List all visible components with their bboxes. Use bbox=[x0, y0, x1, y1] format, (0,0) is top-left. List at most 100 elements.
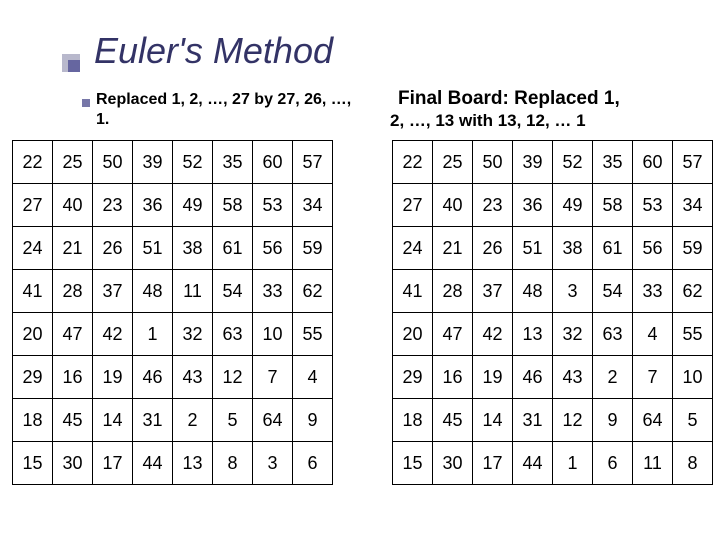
table-cell: 53 bbox=[633, 184, 673, 227]
table-cell: 50 bbox=[93, 141, 133, 184]
table-cell: 30 bbox=[53, 442, 93, 485]
table-cell: 6 bbox=[293, 442, 333, 485]
table-cell: 59 bbox=[293, 227, 333, 270]
table-cell: 26 bbox=[93, 227, 133, 270]
table-cell: 15 bbox=[13, 442, 53, 485]
table-row: 1530174416118 bbox=[393, 442, 713, 485]
table-cell: 34 bbox=[673, 184, 713, 227]
table-cell: 14 bbox=[473, 399, 513, 442]
table-cell: 9 bbox=[593, 399, 633, 442]
table-cell: 52 bbox=[553, 141, 593, 184]
table-cell: 36 bbox=[513, 184, 553, 227]
table-cell: 43 bbox=[553, 356, 593, 399]
table-right: 2225503952356057274023364958533424212651… bbox=[392, 140, 713, 485]
table-cell: 23 bbox=[473, 184, 513, 227]
table-cell: 7 bbox=[253, 356, 293, 399]
table-cell: 14 bbox=[93, 399, 133, 442]
table-cell: 3 bbox=[253, 442, 293, 485]
table-cell: 47 bbox=[53, 313, 93, 356]
table-cell: 38 bbox=[173, 227, 213, 270]
table-cell: 52 bbox=[173, 141, 213, 184]
table-cell: 44 bbox=[513, 442, 553, 485]
table-cell: 5 bbox=[213, 399, 253, 442]
table-cell: 19 bbox=[93, 356, 133, 399]
table-cell: 35 bbox=[593, 141, 633, 184]
table-cell: 21 bbox=[53, 227, 93, 270]
table-cell: 55 bbox=[293, 313, 333, 356]
table-cell: 63 bbox=[213, 313, 253, 356]
table-left: 2225503952356057274023364958533424212651… bbox=[12, 140, 333, 485]
table-cell: 3 bbox=[553, 270, 593, 313]
table-cell: 64 bbox=[253, 399, 293, 442]
table-row: 2225503952356057 bbox=[13, 141, 333, 184]
table-cell: 39 bbox=[513, 141, 553, 184]
table-cell: 32 bbox=[553, 313, 593, 356]
table-cell: 22 bbox=[393, 141, 433, 184]
table-cell: 18 bbox=[393, 399, 433, 442]
table-cell: 34 bbox=[293, 184, 333, 227]
table-right-wrap: 2225503952356057274023364958533424212651… bbox=[392, 140, 713, 485]
table-cell: 61 bbox=[593, 227, 633, 270]
table-cell: 20 bbox=[13, 313, 53, 356]
subtitle-bullet bbox=[82, 99, 90, 107]
table-cell: 33 bbox=[253, 270, 293, 313]
table-cell: 11 bbox=[173, 270, 213, 313]
table-cell: 18 bbox=[13, 399, 53, 442]
table-cell: 36 bbox=[133, 184, 173, 227]
table-cell: 28 bbox=[53, 270, 93, 313]
table-cell: 31 bbox=[513, 399, 553, 442]
table-cell: 38 bbox=[553, 227, 593, 270]
table-cell: 53 bbox=[253, 184, 293, 227]
table-cell: 8 bbox=[213, 442, 253, 485]
table-cell: 32 bbox=[173, 313, 213, 356]
table-row: 2740233649585334 bbox=[13, 184, 333, 227]
table-row: 18451431129645 bbox=[393, 399, 713, 442]
subtitle-left: Replaced 1, 2, …, 27 by 27, 26, …, 1. bbox=[96, 90, 356, 130]
table-cell: 6 bbox=[593, 442, 633, 485]
table-cell: 1 bbox=[553, 442, 593, 485]
table-cell: 60 bbox=[633, 141, 673, 184]
table-cell: 25 bbox=[53, 141, 93, 184]
table-cell: 43 bbox=[173, 356, 213, 399]
table-row: 1530174413836 bbox=[13, 442, 333, 485]
table-cell: 10 bbox=[253, 313, 293, 356]
table-cell: 41 bbox=[393, 270, 433, 313]
table-row: 412837483543362 bbox=[393, 270, 713, 313]
table-cell: 15 bbox=[393, 442, 433, 485]
table-cell: 4 bbox=[293, 356, 333, 399]
table-cell: 33 bbox=[633, 270, 673, 313]
table-cell: 56 bbox=[253, 227, 293, 270]
table-cell: 58 bbox=[213, 184, 253, 227]
table-cell: 48 bbox=[133, 270, 173, 313]
table-cell: 11 bbox=[633, 442, 673, 485]
table-cell: 56 bbox=[633, 227, 673, 270]
table-cell: 29 bbox=[393, 356, 433, 399]
table-cell: 25 bbox=[433, 141, 473, 184]
subtitle-right: Final Board: Replaced 1, 2, …, 13 with 1… bbox=[398, 88, 708, 131]
table-cell: 57 bbox=[673, 141, 713, 184]
table-row: 4128374811543362 bbox=[13, 270, 333, 313]
table-cell: 54 bbox=[593, 270, 633, 313]
table-cell: 64 bbox=[633, 399, 673, 442]
table-cell: 20 bbox=[393, 313, 433, 356]
table-cell: 5 bbox=[673, 399, 713, 442]
table-cell: 30 bbox=[433, 442, 473, 485]
table-cell: 46 bbox=[133, 356, 173, 399]
table-cell: 45 bbox=[53, 399, 93, 442]
table-cell: 17 bbox=[473, 442, 513, 485]
table-cell: 62 bbox=[673, 270, 713, 313]
table-cell: 49 bbox=[173, 184, 213, 227]
table-cell: 51 bbox=[133, 227, 173, 270]
table-cell: 9 bbox=[293, 399, 333, 442]
table-cell: 10 bbox=[673, 356, 713, 399]
table-cell: 12 bbox=[553, 399, 593, 442]
table-left-wrap: 2225503952356057274023364958533424212651… bbox=[12, 140, 333, 485]
table-cell: 58 bbox=[593, 184, 633, 227]
table-cell: 27 bbox=[393, 184, 433, 227]
table-cell: 7 bbox=[633, 356, 673, 399]
table-cell: 27 bbox=[13, 184, 53, 227]
table-cell: 23 bbox=[93, 184, 133, 227]
table-cell: 24 bbox=[13, 227, 53, 270]
table-row: 204742133263455 bbox=[393, 313, 713, 356]
table-cell: 16 bbox=[433, 356, 473, 399]
